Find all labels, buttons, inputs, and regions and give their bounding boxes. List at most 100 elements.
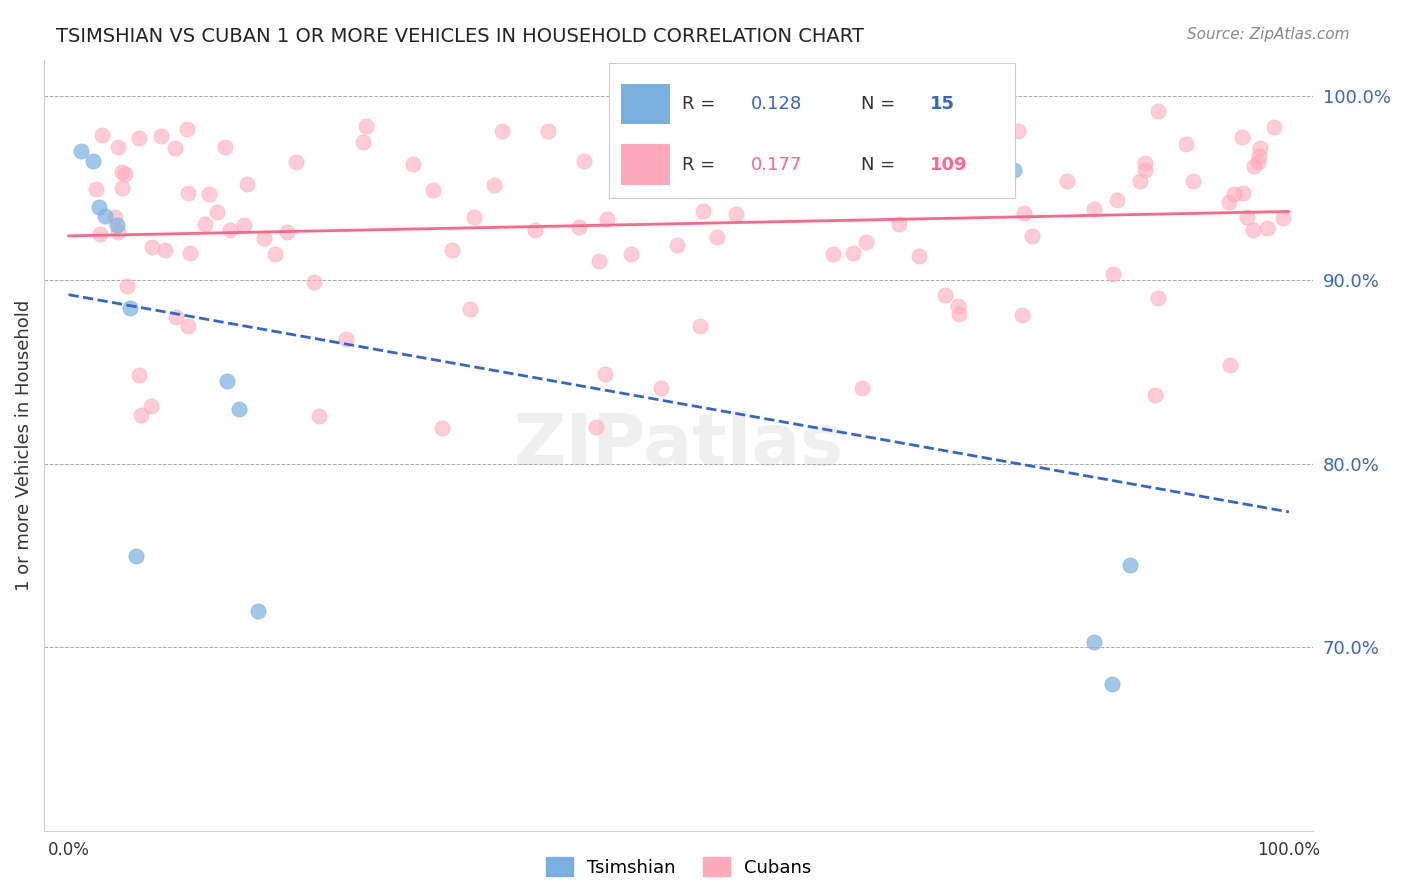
Text: ZIPatlas: ZIPatlas bbox=[513, 411, 844, 480]
Point bbox=[907, 249, 929, 263]
Point bbox=[574, 153, 596, 168]
Point bbox=[94, 209, 117, 223]
Point bbox=[1143, 388, 1166, 402]
Point bbox=[352, 135, 374, 149]
Point bbox=[219, 223, 242, 237]
Point bbox=[194, 218, 217, 232]
Point bbox=[139, 399, 162, 413]
Point bbox=[207, 205, 229, 219]
Point bbox=[228, 401, 250, 416]
Point bbox=[692, 204, 714, 219]
Point bbox=[246, 604, 269, 618]
Point bbox=[107, 140, 129, 154]
Point bbox=[111, 181, 134, 195]
Point bbox=[1107, 193, 1129, 207]
Point bbox=[232, 218, 254, 232]
Point bbox=[1182, 174, 1205, 188]
Point bbox=[1002, 162, 1025, 177]
Point bbox=[463, 210, 485, 224]
Point bbox=[595, 212, 617, 227]
Point bbox=[128, 131, 150, 145]
Point bbox=[609, 158, 631, 172]
Point bbox=[1247, 149, 1270, 163]
Point bbox=[1230, 130, 1253, 145]
Point bbox=[163, 141, 186, 155]
Point bbox=[150, 128, 173, 143]
Point bbox=[155, 244, 177, 258]
Point bbox=[934, 288, 956, 302]
Point bbox=[1223, 187, 1246, 202]
Point bbox=[440, 243, 463, 257]
Point bbox=[568, 219, 591, 234]
Point bbox=[87, 200, 110, 214]
Point bbox=[491, 124, 513, 138]
Point bbox=[1083, 202, 1105, 217]
Point bbox=[302, 275, 325, 289]
Point bbox=[177, 318, 200, 333]
Point bbox=[129, 409, 152, 423]
Point bbox=[82, 153, 104, 168]
Point bbox=[1119, 558, 1142, 572]
Point bbox=[482, 178, 505, 193]
Point bbox=[851, 381, 873, 395]
Point bbox=[285, 155, 308, 169]
Point bbox=[128, 368, 150, 382]
Point bbox=[666, 237, 689, 252]
Point bbox=[402, 157, 425, 171]
Point bbox=[1007, 124, 1029, 138]
Point bbox=[264, 247, 287, 261]
Point bbox=[91, 128, 114, 142]
Point bbox=[931, 115, 953, 129]
Point bbox=[177, 186, 200, 201]
Point bbox=[946, 299, 969, 313]
Point bbox=[84, 181, 107, 195]
Point bbox=[628, 113, 651, 128]
Point bbox=[118, 301, 141, 315]
Point bbox=[1249, 141, 1271, 155]
Point bbox=[69, 145, 91, 159]
Point bbox=[666, 161, 689, 176]
Point bbox=[706, 230, 728, 244]
Point bbox=[1056, 174, 1078, 188]
Point bbox=[585, 419, 607, 434]
Point bbox=[1133, 156, 1156, 170]
Text: TSIMSHIAN VS CUBAN 1 OR MORE VEHICLES IN HOUSEHOLD CORRELATION CHART: TSIMSHIAN VS CUBAN 1 OR MORE VEHICLES IN… bbox=[56, 27, 865, 45]
Point bbox=[115, 278, 138, 293]
Point bbox=[1083, 635, 1105, 649]
Point bbox=[214, 140, 236, 154]
Point bbox=[1147, 291, 1170, 305]
Point bbox=[689, 319, 711, 334]
Point bbox=[460, 301, 482, 316]
Point bbox=[179, 246, 201, 260]
Point bbox=[1012, 206, 1035, 220]
Point bbox=[1021, 229, 1043, 244]
Point bbox=[1256, 220, 1278, 235]
Point bbox=[430, 420, 453, 434]
Text: Source: ZipAtlas.com: Source: ZipAtlas.com bbox=[1187, 27, 1350, 42]
Point bbox=[217, 374, 239, 388]
Point bbox=[536, 124, 558, 138]
Point bbox=[1102, 267, 1125, 281]
Point bbox=[1232, 186, 1254, 200]
Point bbox=[855, 235, 877, 249]
Point bbox=[141, 239, 163, 253]
Point bbox=[1219, 358, 1241, 372]
Point bbox=[1236, 211, 1258, 225]
Legend: Tsimshian, Cubans: Tsimshian, Cubans bbox=[538, 850, 818, 884]
Point bbox=[1135, 162, 1157, 177]
Point bbox=[111, 165, 134, 179]
Point bbox=[308, 409, 330, 424]
Point bbox=[105, 218, 128, 232]
Point bbox=[1263, 120, 1285, 134]
Point bbox=[588, 254, 610, 268]
Point bbox=[236, 178, 259, 192]
Point bbox=[89, 227, 111, 241]
Point bbox=[124, 549, 146, 563]
Point bbox=[165, 310, 187, 325]
Point bbox=[842, 246, 865, 260]
Point bbox=[114, 167, 136, 181]
Point bbox=[859, 110, 882, 124]
Point bbox=[1101, 677, 1123, 691]
Point bbox=[422, 183, 444, 197]
Point bbox=[1011, 308, 1033, 322]
